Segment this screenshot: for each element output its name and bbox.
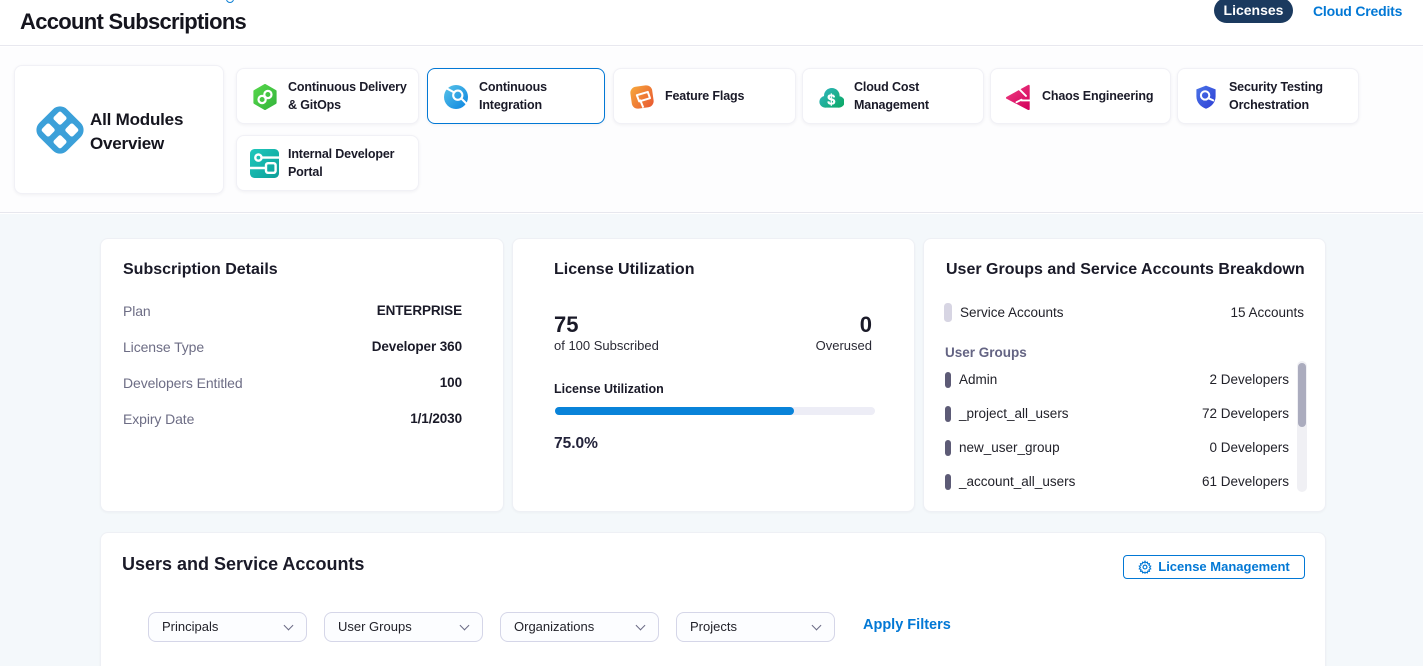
svg-text:$: $	[827, 93, 835, 109]
